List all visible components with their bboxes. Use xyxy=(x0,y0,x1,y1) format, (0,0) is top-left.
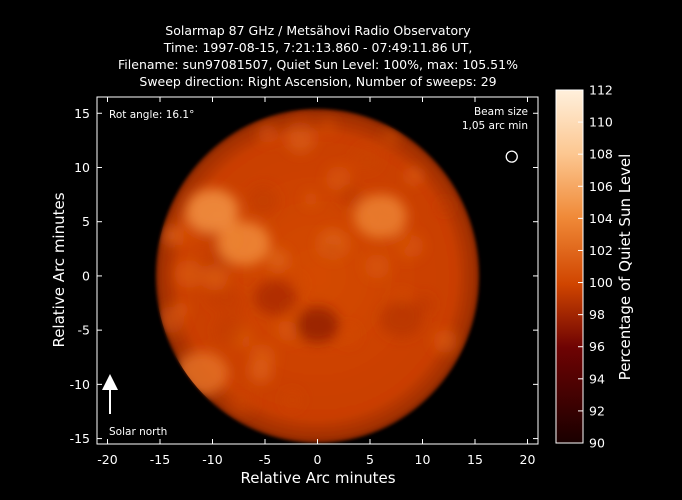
colorbar-tick-label: 110 xyxy=(589,115,613,130)
dark-region xyxy=(379,301,424,338)
colorbar-label: Percentage of Quiet Sun Level xyxy=(616,154,634,381)
disk-texture xyxy=(345,160,359,173)
disk-texture xyxy=(202,264,228,290)
disk-texture xyxy=(249,344,276,371)
x-tick-label: -10 xyxy=(202,452,222,467)
title-line: Solarmap 87 GHz / Metsähovi Radio Observ… xyxy=(165,23,471,38)
title-line: Filename: sun97081507, Quiet Sun Level: … xyxy=(118,57,518,72)
x-tick-label: -20 xyxy=(97,452,117,467)
disk-texture xyxy=(339,324,359,345)
dark-region xyxy=(253,279,298,316)
colorbar-tick-label: 104 xyxy=(589,211,613,226)
title-line: Sweep direction: Right Ascension, Number… xyxy=(139,74,496,89)
y-tick-label: -10 xyxy=(70,377,90,392)
disk-texture xyxy=(355,145,381,171)
y-tick-label: 5 xyxy=(82,214,90,229)
disk-texture xyxy=(157,306,185,334)
disk-texture xyxy=(391,230,421,261)
x-axis: -20 -15 -10 -5 0 5 10 15 20 xyxy=(97,97,535,467)
chart-title: Solarmap 87 GHz / Metsähovi Radio Observ… xyxy=(118,23,518,89)
colorbar-tick-label: 106 xyxy=(589,179,613,194)
disk-texture xyxy=(364,254,390,279)
y-tick-label: -15 xyxy=(70,431,90,446)
disk-texture xyxy=(382,129,399,146)
disk-texture xyxy=(325,166,352,192)
disk-texture xyxy=(174,259,203,289)
y-axis: -15 -10 -5 0 5 10 15 xyxy=(70,106,538,446)
disk-texture xyxy=(438,199,452,214)
dark-region xyxy=(295,306,340,343)
solar-disk-layer xyxy=(155,108,480,443)
colorbar-tick-label: 112 xyxy=(589,83,613,98)
disk-texture xyxy=(215,315,245,345)
colorbar-axis: 90 92 94 96 98 100 102 104 106 108 110 112 xyxy=(578,83,613,451)
disk-texture xyxy=(282,390,302,410)
disk-texture xyxy=(433,329,457,353)
disk-texture xyxy=(325,242,339,256)
colorbar-tick-label: 96 xyxy=(589,339,605,354)
colorbar-tick-label: 108 xyxy=(589,147,613,162)
x-tick-label: 10 xyxy=(415,452,431,467)
y-tick-label: 15 xyxy=(74,106,90,121)
disk-texture xyxy=(161,225,182,246)
disk-texture xyxy=(339,183,362,207)
disk-texture xyxy=(227,387,255,415)
disk-texture xyxy=(277,320,293,336)
solar-north-arrow-icon xyxy=(102,374,118,414)
colorbar-tick-label: 92 xyxy=(589,403,605,418)
x-tick-label: 5 xyxy=(366,452,374,467)
y-tick-label: -5 xyxy=(78,323,90,338)
colorbar-tick-label: 102 xyxy=(589,243,613,258)
x-tick-label: 15 xyxy=(467,452,483,467)
bright-region xyxy=(186,188,239,233)
disk-texture xyxy=(292,112,311,131)
colorbar-tick-label: 90 xyxy=(589,436,605,451)
y-tick-label: 10 xyxy=(74,160,90,175)
disk-texture xyxy=(267,248,290,271)
disk-texture xyxy=(258,124,278,144)
solar-disk xyxy=(155,108,480,443)
colorbar-tick-label: 100 xyxy=(589,275,613,290)
disk-texture xyxy=(303,191,319,207)
y-tick-label: 0 xyxy=(82,268,90,283)
disk-texture xyxy=(285,123,316,153)
disk-texture xyxy=(405,167,423,185)
x-tick-label: 20 xyxy=(520,452,536,467)
beam-size-circle xyxy=(505,150,518,163)
y-axis-label: Relative Arc minutes xyxy=(50,192,68,347)
bright-region xyxy=(354,194,407,239)
title-line: Time: 1997-08-15, 7:21:13.860 - 07:49:11… xyxy=(163,40,473,55)
rot-angle-label: Rot angle: 16.1° xyxy=(109,109,194,121)
x-tick-label: 0 xyxy=(314,452,322,467)
solar-north-label: Solar north xyxy=(109,426,167,438)
bright-region xyxy=(217,221,271,266)
colorbar xyxy=(555,89,584,444)
beam-size-label: Beam size xyxy=(474,106,528,118)
colorbar-tick-label: 98 xyxy=(589,307,605,322)
x-tick-label: -5 xyxy=(259,452,271,467)
x-axis-label: Relative Arc minutes xyxy=(240,469,395,487)
beam-size-value: 1,05 arc min xyxy=(462,120,528,132)
colorbar-tick-label: 94 xyxy=(589,371,605,386)
x-tick-label: -15 xyxy=(150,452,170,467)
disk-texture xyxy=(248,186,278,215)
disk-texture xyxy=(319,119,336,136)
